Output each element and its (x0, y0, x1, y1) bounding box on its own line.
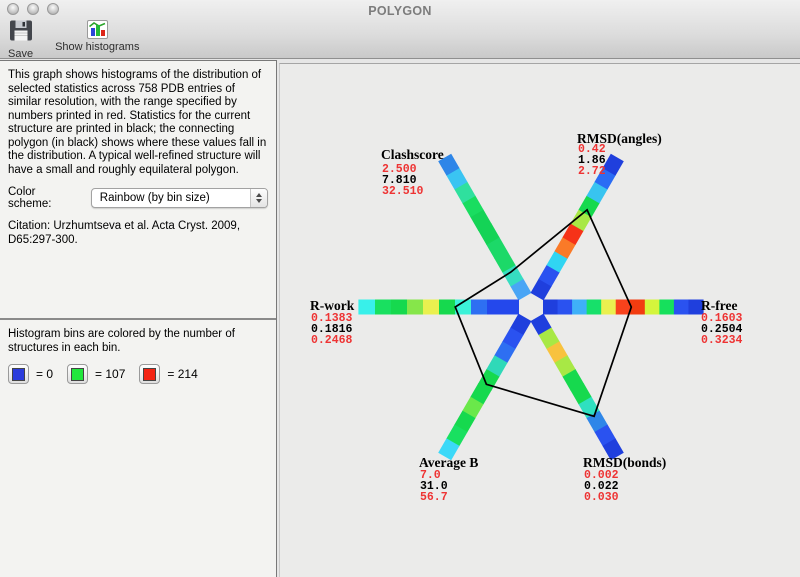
show-histograms-label: Show histograms (55, 41, 140, 53)
legend-panel: Histogram bins are colored by the number… (0, 318, 276, 577)
axis-title-r-free: R-free (701, 298, 737, 313)
axis-max-value: 0.3234 (701, 334, 743, 347)
axis-value-value: 0.2504 (701, 323, 743, 336)
axis-title-r-work: R-work (310, 298, 355, 313)
polygon-plot: Clashscore2.5007.81032.510RMSD(angles)0.… (310, 131, 743, 504)
histogram-bar-average-b (438, 313, 532, 461)
citation-text: Citation: Urzhumtseva et al. Acta Cryst.… (8, 220, 241, 246)
histogram-bar-r-work (358, 299, 519, 315)
color-scheme-select[interactable]: Rainbow (by bin size) (90, 188, 268, 208)
close-button[interactable] (7, 3, 19, 15)
axis-max-value: 2.72 (578, 165, 606, 178)
toolbar: Save Show histograms (0, 20, 139, 60)
axis-max-value: 32.510 (382, 185, 424, 198)
axis-title-clashscore: Clashscore (381, 147, 444, 162)
legend-label-low: = 0 (36, 367, 54, 381)
histogram-bar-clashscore (438, 153, 532, 301)
axis-min-value: 0.1383 (311, 312, 353, 325)
axis-max-value: 0.2468 (311, 334, 353, 347)
axis-min-value: 0.002 (584, 469, 619, 482)
blue-swatch (12, 367, 25, 381)
axis-value-value: 0.1816 (311, 323, 353, 336)
red-swatch (143, 367, 157, 381)
axis-value-value: 1.86 (578, 154, 606, 167)
title-bar: POLYGON Save Show h (0, 0, 800, 60)
axis-value-value: 7.810 (382, 174, 417, 187)
histogram-bar-rmsd-angles- (530, 153, 624, 301)
green-swatch (71, 367, 85, 381)
axis-min-value: 7.0 (420, 469, 441, 482)
legend-swatch-low (8, 364, 29, 384)
left-sidebar: This graph shows histograms of the distr… (0, 60, 277, 577)
legend-description: Histogram bins are colored by the number… (8, 328, 235, 354)
polygon-plot-panel: Clashscore 2.500 7.810 32.510 RMSD(angles) 0.… (279, 63, 800, 577)
zoom-button[interactable] (47, 3, 59, 15)
save-label: Save (8, 48, 34, 60)
save-button[interactable]: Save (8, 20, 33, 60)
legend-label-high: = 214 (167, 367, 198, 381)
legend-label-mid: = 107 (95, 367, 126, 381)
color-scheme-value: Rainbow (by bin size) (99, 192, 210, 204)
info-panel: This graph shows histograms of the distr… (0, 61, 276, 318)
floppy-disk-icon (9, 20, 33, 46)
legend-swatch-mid (67, 364, 89, 384)
axis-title-rmsd-angles-: RMSD(angles) (577, 131, 662, 146)
histogram-bar-rmsd-bonds- (530, 313, 624, 461)
current-structure-polygon (454, 208, 633, 418)
window-controls (7, 3, 59, 15)
axis-max-value: 0.030 (584, 491, 619, 504)
description-text: This graph shows histograms of the distr… (8, 69, 267, 176)
histogram-icon (86, 20, 108, 39)
legend-swatch-high (139, 364, 161, 384)
axis-title-average-b: Average B (419, 455, 478, 470)
axis-max-value: 56.7 (420, 491, 448, 504)
axis-min-value: 0.1603 (701, 312, 743, 325)
legend-row: = 0 = 107 = 214 (8, 364, 268, 384)
color-scheme-label: Color scheme: (8, 186, 52, 210)
popup-stepper-icon (250, 189, 267, 207)
show-histograms-button[interactable]: Show histograms (55, 20, 139, 53)
minimize-button[interactable] (27, 3, 39, 15)
axis-value-value: 0.022 (584, 480, 619, 493)
window-title: POLYGON (368, 4, 432, 18)
axis-min-value: 0.42 (578, 143, 606, 156)
axis-title-rmsd-bonds-: RMSD(bonds) (583, 455, 666, 470)
axis-min-value: 2.500 (382, 163, 417, 176)
axis-value-value: 31.0 (420, 480, 448, 493)
histogram-bar-r-free (543, 299, 704, 315)
